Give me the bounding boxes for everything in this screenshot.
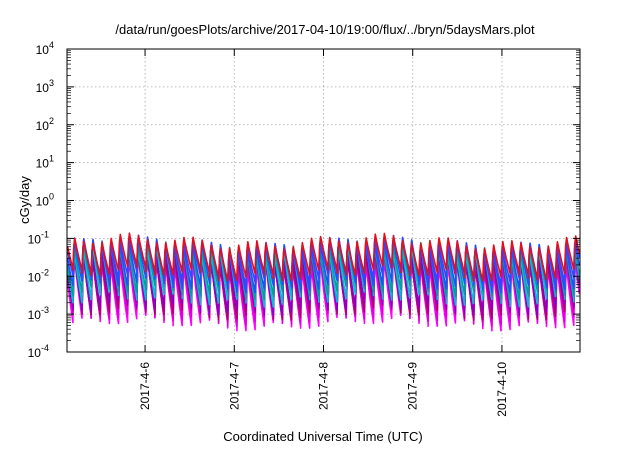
y-tick-label: 100 bbox=[36, 192, 54, 209]
x-axis: 2017-4-6 2017-4-7 2017-4-8 2017-4-9 2017-4-1… bbox=[138, 49, 509, 417]
series-group bbox=[66, 232, 581, 332]
x-tick-label: 2017-4-10 bbox=[495, 362, 509, 417]
y-tick-label: 10-3 bbox=[28, 305, 49, 322]
y-tick-label: 10-2 bbox=[28, 267, 49, 284]
y-tick-label: 103 bbox=[36, 78, 54, 95]
series-line bbox=[66, 232, 581, 282]
x-axis-label: Coordinated Universal Time (UTC) bbox=[223, 429, 422, 444]
x-tick-label: 2017-4-8 bbox=[317, 362, 331, 410]
chart-title: /data/run/goesPlots/archive/2017-04-10/1… bbox=[115, 22, 535, 37]
x-tick-label: 2017-4-6 bbox=[138, 362, 152, 410]
y-tick-label: 101 bbox=[36, 154, 54, 171]
y-tick-label: 104 bbox=[36, 40, 54, 57]
y-axis-label: cGy/day bbox=[17, 176, 32, 224]
x-tick-label: 2017-4-7 bbox=[227, 362, 241, 410]
y-tick-label: 10-1 bbox=[28, 229, 49, 246]
y-tick-label: 10-4 bbox=[28, 343, 49, 360]
y-axis: 10-4 10-3 10-2 10-1 100 101 102 103 104 bbox=[28, 40, 580, 360]
y-tick-label: 102 bbox=[36, 116, 54, 133]
x-tick-label: 2017-4-9 bbox=[406, 362, 420, 410]
